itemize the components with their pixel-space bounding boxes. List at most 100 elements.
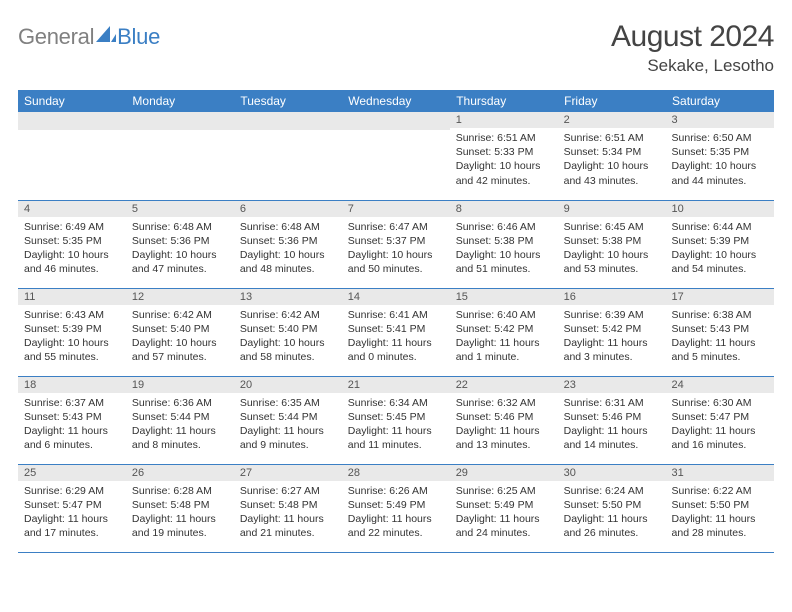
daylight-line: Daylight: 10 hours and 51 minutes. (456, 248, 552, 276)
daylight-line: Daylight: 10 hours and 58 minutes. (240, 336, 336, 364)
sunrise-line: Sunrise: 6:36 AM (132, 396, 228, 410)
day-details: Sunrise: 6:44 AMSunset: 5:39 PMDaylight:… (666, 217, 774, 281)
day-number: 1 (450, 112, 558, 128)
calendar-day-cell: 2Sunrise: 6:51 AMSunset: 5:34 PMDaylight… (558, 112, 666, 200)
sunrise-line: Sunrise: 6:32 AM (456, 396, 552, 410)
calendar-day-cell: 10Sunrise: 6:44 AMSunset: 5:39 PMDayligh… (666, 200, 774, 288)
sunrise-line: Sunrise: 6:51 AM (456, 131, 552, 145)
day-number: 25 (18, 465, 126, 481)
calendar-day-cell: 19Sunrise: 6:36 AMSunset: 5:44 PMDayligh… (126, 376, 234, 464)
sunset-line: Sunset: 5:49 PM (456, 498, 552, 512)
calendar-day-cell: 16Sunrise: 6:39 AMSunset: 5:42 PMDayligh… (558, 288, 666, 376)
daylight-line: Daylight: 11 hours and 14 minutes. (564, 424, 660, 452)
empty-day-header (126, 112, 234, 130)
day-number: 19 (126, 377, 234, 393)
sunset-line: Sunset: 5:43 PM (672, 322, 768, 336)
sunrise-line: Sunrise: 6:50 AM (672, 131, 768, 145)
day-details: Sunrise: 6:29 AMSunset: 5:47 PMDaylight:… (18, 481, 126, 545)
sunrise-line: Sunrise: 6:22 AM (672, 484, 768, 498)
day-number: 7 (342, 201, 450, 217)
day-number: 24 (666, 377, 774, 393)
daylight-line: Daylight: 11 hours and 16 minutes. (672, 424, 768, 452)
calendar-week-row: 25Sunrise: 6:29 AMSunset: 5:47 PMDayligh… (18, 464, 774, 552)
page-header: General Blue August 2024 Sekake, Lesotho (18, 20, 774, 76)
sunrise-line: Sunrise: 6:26 AM (348, 484, 444, 498)
daylight-line: Daylight: 10 hours and 42 minutes. (456, 159, 552, 187)
calendar-page: General Blue August 2024 Sekake, Lesotho… (0, 0, 792, 563)
day-details: Sunrise: 6:36 AMSunset: 5:44 PMDaylight:… (126, 393, 234, 457)
daylight-line: Daylight: 10 hours and 46 minutes. (24, 248, 120, 276)
calendar-week-row: 1Sunrise: 6:51 AMSunset: 5:33 PMDaylight… (18, 112, 774, 200)
day-number: 27 (234, 465, 342, 481)
logo-text-blue: Blue (117, 24, 160, 50)
daylight-line: Daylight: 11 hours and 6 minutes. (24, 424, 120, 452)
day-details: Sunrise: 6:27 AMSunset: 5:48 PMDaylight:… (234, 481, 342, 545)
daylight-line: Daylight: 10 hours and 54 minutes. (672, 248, 768, 276)
day-number: 18 (18, 377, 126, 393)
calendar-day-cell: 31Sunrise: 6:22 AMSunset: 5:50 PMDayligh… (666, 464, 774, 552)
day-number: 21 (342, 377, 450, 393)
day-details: Sunrise: 6:30 AMSunset: 5:47 PMDaylight:… (666, 393, 774, 457)
sunset-line: Sunset: 5:35 PM (24, 234, 120, 248)
daylight-line: Daylight: 11 hours and 0 minutes. (348, 336, 444, 364)
calendar-day-cell (126, 112, 234, 200)
day-number: 13 (234, 289, 342, 305)
daylight-line: Daylight: 10 hours and 47 minutes. (132, 248, 228, 276)
day-details: Sunrise: 6:46 AMSunset: 5:38 PMDaylight:… (450, 217, 558, 281)
sunrise-line: Sunrise: 6:49 AM (24, 220, 120, 234)
sunset-line: Sunset: 5:50 PM (672, 498, 768, 512)
calendar-day-cell: 24Sunrise: 6:30 AMSunset: 5:47 PMDayligh… (666, 376, 774, 464)
sunrise-line: Sunrise: 6:42 AM (132, 308, 228, 322)
calendar-day-cell: 17Sunrise: 6:38 AMSunset: 5:43 PMDayligh… (666, 288, 774, 376)
sunset-line: Sunset: 5:37 PM (348, 234, 444, 248)
calendar-day-cell: 5Sunrise: 6:48 AMSunset: 5:36 PMDaylight… (126, 200, 234, 288)
sunrise-line: Sunrise: 6:42 AM (240, 308, 336, 322)
sunrise-line: Sunrise: 6:25 AM (456, 484, 552, 498)
day-details: Sunrise: 6:37 AMSunset: 5:43 PMDaylight:… (18, 393, 126, 457)
sunset-line: Sunset: 5:42 PM (456, 322, 552, 336)
daylight-line: Daylight: 10 hours and 44 minutes. (672, 159, 768, 187)
daylight-line: Daylight: 11 hours and 9 minutes. (240, 424, 336, 452)
empty-day-header (342, 112, 450, 130)
daylight-line: Daylight: 11 hours and 21 minutes. (240, 512, 336, 540)
sunrise-line: Sunrise: 6:44 AM (672, 220, 768, 234)
day-details: Sunrise: 6:26 AMSunset: 5:49 PMDaylight:… (342, 481, 450, 545)
weekday-header: Sunday (18, 90, 126, 112)
day-number: 26 (126, 465, 234, 481)
calendar-day-cell: 27Sunrise: 6:27 AMSunset: 5:48 PMDayligh… (234, 464, 342, 552)
day-details: Sunrise: 6:39 AMSunset: 5:42 PMDaylight:… (558, 305, 666, 369)
sunrise-line: Sunrise: 6:48 AM (240, 220, 336, 234)
daylight-line: Daylight: 11 hours and 19 minutes. (132, 512, 228, 540)
sunrise-line: Sunrise: 6:40 AM (456, 308, 552, 322)
sunrise-line: Sunrise: 6:31 AM (564, 396, 660, 410)
day-details: Sunrise: 6:41 AMSunset: 5:41 PMDaylight:… (342, 305, 450, 369)
day-details: Sunrise: 6:51 AMSunset: 5:33 PMDaylight:… (450, 128, 558, 192)
sunset-line: Sunset: 5:42 PM (564, 322, 660, 336)
day-number: 9 (558, 201, 666, 217)
day-number: 3 (666, 112, 774, 128)
weekday-header-row: SundayMondayTuesdayWednesdayThursdayFrid… (18, 90, 774, 112)
sail-icon (96, 26, 116, 49)
sunset-line: Sunset: 5:34 PM (564, 145, 660, 159)
weekday-header: Tuesday (234, 90, 342, 112)
sunset-line: Sunset: 5:41 PM (348, 322, 444, 336)
daylight-line: Daylight: 10 hours and 50 minutes. (348, 248, 444, 276)
sunset-line: Sunset: 5:49 PM (348, 498, 444, 512)
sunrise-line: Sunrise: 6:48 AM (132, 220, 228, 234)
sunset-line: Sunset: 5:48 PM (240, 498, 336, 512)
day-details: Sunrise: 6:48 AMSunset: 5:36 PMDaylight:… (126, 217, 234, 281)
sunset-line: Sunset: 5:38 PM (564, 234, 660, 248)
sunset-line: Sunset: 5:46 PM (456, 410, 552, 424)
sunset-line: Sunset: 5:44 PM (240, 410, 336, 424)
day-number: 15 (450, 289, 558, 305)
location-label: Sekake, Lesotho (611, 56, 774, 76)
sunset-line: Sunset: 5:45 PM (348, 410, 444, 424)
sunset-line: Sunset: 5:39 PM (672, 234, 768, 248)
day-number: 14 (342, 289, 450, 305)
sunrise-line: Sunrise: 6:51 AM (564, 131, 660, 145)
calendar-day-cell: 26Sunrise: 6:28 AMSunset: 5:48 PMDayligh… (126, 464, 234, 552)
logo: General Blue (18, 24, 160, 50)
calendar-week-row: 18Sunrise: 6:37 AMSunset: 5:43 PMDayligh… (18, 376, 774, 464)
sunrise-line: Sunrise: 6:30 AM (672, 396, 768, 410)
calendar-day-cell: 1Sunrise: 6:51 AMSunset: 5:33 PMDaylight… (450, 112, 558, 200)
